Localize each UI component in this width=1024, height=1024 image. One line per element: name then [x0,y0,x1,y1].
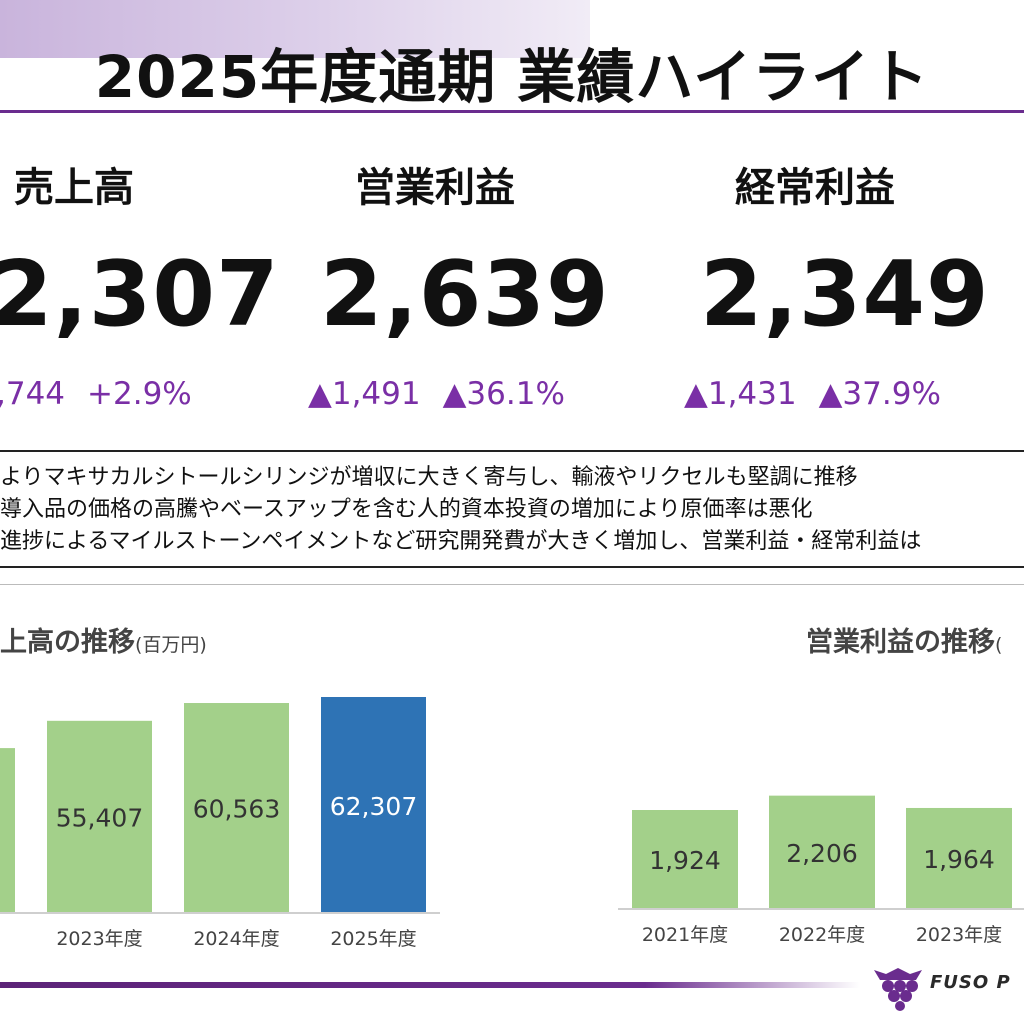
kpi-change-percent: ▲37.9% [818,376,941,412]
bar-value-label: 55,407 [56,803,143,832]
kpi-change-amount: ▲1,431 [684,376,797,412]
kpi-change-ordinary-profit: ▲1,431 ▲37.9% [684,376,963,412]
bar-value-label: 1,924 [649,846,721,875]
kpi-value-ordinary-profit: 2,349 [700,242,990,347]
bar [47,720,152,912]
chart-title-text: 営業利益の推移 [806,627,995,658]
bar [321,697,426,912]
page-title: 2025年度通期 業績ハイライト [94,43,930,111]
bar-value-label: 1,964 [923,845,995,874]
op-profit-chart-title: 営業利益の推移( [806,620,1002,659]
kpi-label-ordinary-profit: 経常利益 [735,165,895,211]
kpi-value-sales: 2,307 [0,242,280,347]
chart-unit: ( [995,634,1003,656]
op-profit-bar-chart: 1,924 2021年度 2,206 2022年度 1,964 2023年度 [618,795,1024,946]
section-divider [0,584,1024,585]
kpi-label-operating-profit: 営業利益 [355,165,515,211]
bar-value-label: 60,563 [193,795,280,824]
category-label: 2024年度 [193,928,279,950]
sales-chart-title: 上高の推移(百万円) [0,620,207,659]
kpi-change-amount: ▲1,491 [308,376,421,412]
bar-value-label: 62,307 [330,792,417,821]
chart-title-text: 上高の推移 [0,627,135,658]
bar [0,748,15,912]
bar [906,807,1012,908]
chart-unit: (百万円) [135,634,207,656]
kpi-change-percent: ▲36.1% [442,376,565,412]
kpi-change-sales: ,744 +2.9% [0,376,214,412]
category-label: 2022年度 [779,924,865,946]
header-decoration [0,0,590,58]
kpi-label-sales: 売上高 [14,165,134,211]
company-logo: FUSO P [870,962,1024,1012]
note-line: よりマキサカルシトールシリンジが増収に大きく寄与し、輸液やリクセルも堅調に推移 [0,465,858,490]
kpi-change-percent: +2.9% [87,376,192,412]
grape-logo-icon [874,968,922,1011]
bar [632,810,738,908]
header-divider [0,110,1024,113]
logo-text: FUSO P [930,972,1011,993]
bar [184,703,289,912]
bar-value-label: 2,206 [786,839,858,868]
summary-notes: よりマキサカルシトールシリンジが増収に大きく寄与し、輸液やリクセルも堅調に推移 … [0,450,1024,568]
note-line: 進捗によるマイルストーンペイメントなど研究開発費が大きく増加し、営業利益・経常利… [0,529,922,554]
category-label: 2023年度 [916,924,1002,946]
note-line: 導入品の価格の高騰やベースアップを含む人的資本投資の増加により原価率は悪化 [0,497,813,522]
kpi-value-operating-profit: 2,639 [320,242,610,347]
category-label: 2025年度 [330,928,416,950]
category-label: 2023年度 [56,928,142,950]
footer-divider [0,982,860,988]
bar [769,795,875,908]
category-label: 2021年度 [642,924,728,946]
kpi-change-operating-profit: ▲1,491 ▲36.1% [308,376,587,412]
kpi-change-amount: ,744 [0,376,66,412]
